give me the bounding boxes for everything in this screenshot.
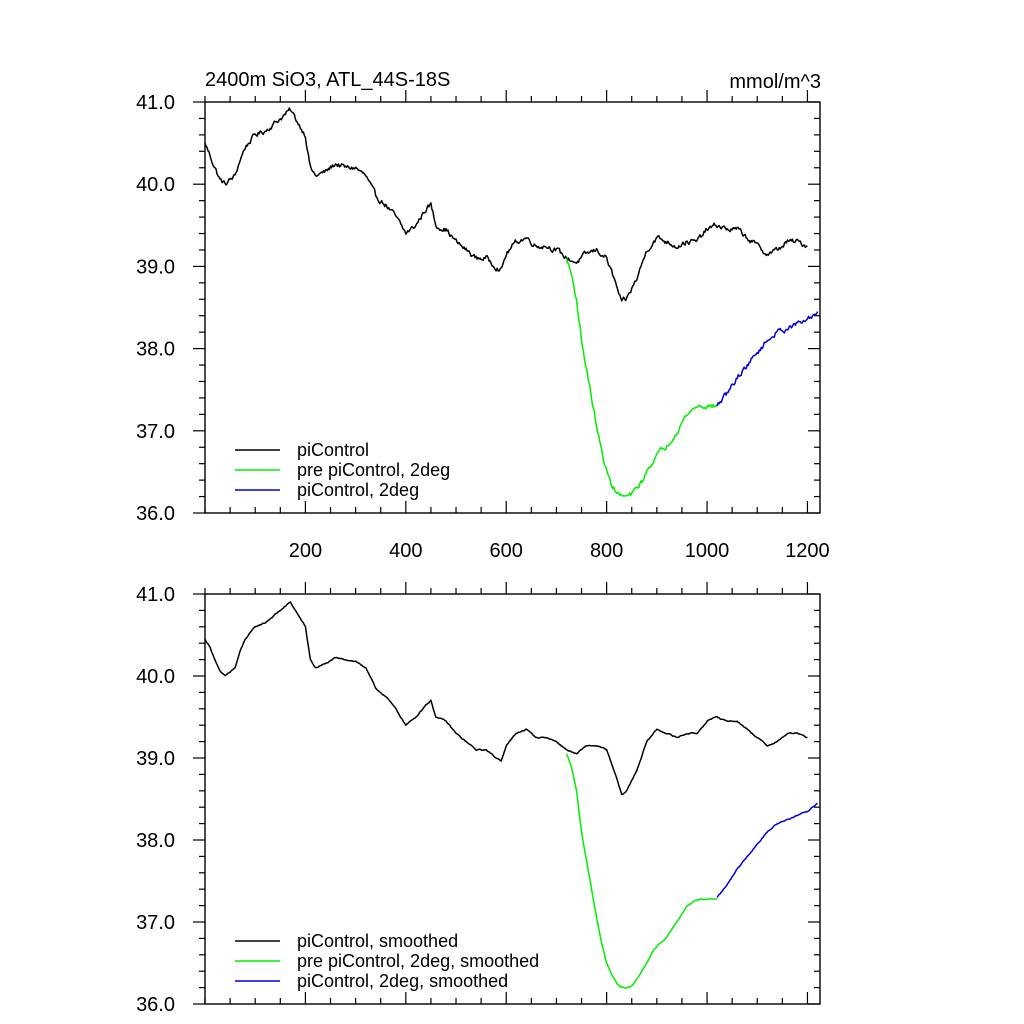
x-tick-label: 1000 <box>685 540 730 562</box>
legend-label: piControl, smoothed <box>297 931 458 951</box>
series-line <box>716 311 819 407</box>
y-tick-label: 40.0 <box>136 666 175 688</box>
top-panel: 36.0 37.0 38.0 39.0 40.0 41.0 200 400 600 800 1000… <box>136 90 830 562</box>
y-tick-label: 41.0 <box>136 584 175 606</box>
series-line <box>204 601 808 796</box>
x-tick-label: 1200 <box>785 540 830 562</box>
y-tick-label: 41.0 <box>136 92 175 114</box>
y-tick-label: 37.0 <box>136 912 175 934</box>
bottom-panel: 36.0 37.0 38.0 39.0 40.0 41.0 piControl, smoot… <box>136 582 821 1016</box>
legend-label: piControl, 2deg, smoothed <box>297 971 508 991</box>
series-line <box>565 753 718 989</box>
x-tick-label: 200 <box>289 540 322 562</box>
y-tick-label: 38.0 <box>136 339 175 361</box>
y-tick-label: 36.0 <box>136 994 175 1016</box>
y-tick-label: 36.0 <box>136 503 175 525</box>
plot-frame <box>204 593 821 1005</box>
series-line <box>565 258 718 497</box>
x-tick-label: 800 <box>590 540 623 562</box>
y-tick-label: 39.0 <box>136 748 175 770</box>
legend-label: pre piControl, 2deg <box>297 460 450 480</box>
y-tick-label: 39.0 <box>136 256 175 278</box>
x-tick-label: 600 <box>490 540 523 562</box>
legend-label: piControl <box>297 440 369 460</box>
legend-label: piControl, 2deg <box>297 480 419 500</box>
series-line <box>204 107 808 302</box>
figure-title: 2400m SiO3, ATL_44S-18S <box>205 69 450 91</box>
y-tick-label: 37.0 <box>136 421 175 443</box>
legend-label: pre piControl, 2deg, smoothed <box>297 951 539 971</box>
y-tick-label: 40.0 <box>136 174 175 196</box>
plot-frame <box>204 101 821 514</box>
y-tick-label: 38.0 <box>136 830 175 852</box>
x-tick-label: 400 <box>389 540 422 562</box>
units-label: mmol/m^3 <box>729 71 821 93</box>
series-line <box>716 802 818 898</box>
